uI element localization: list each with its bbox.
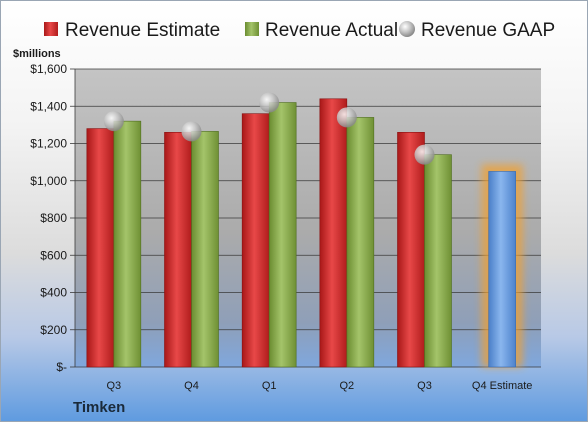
y-tick-label: $1,400 (30, 99, 67, 113)
x-tick-label: Q2 (339, 380, 354, 392)
y-axis-ticks: $- $200 $400 $600 $800 $1,000 $1,200 $1,400 $1,6… (30, 62, 75, 374)
marker-revenue-gaap (181, 121, 202, 142)
y-tick-label: $1,000 (30, 174, 67, 188)
legend-label-revenue-actual: Revenue Actual (265, 20, 398, 41)
bar-revenue-actual (346, 117, 375, 368)
y-tick-label: $- (56, 360, 67, 374)
bar-revenue-actual (191, 131, 219, 368)
x-tick-label: Q3 (417, 380, 432, 392)
x-axis-labels: Q3 Q4 Q1 Q2 Q3 Q4 Estimate (106, 380, 532, 392)
x-tick-label: Q3 (106, 380, 121, 392)
bar-revenue-estimate (319, 98, 348, 368)
legend-swatch-revenue-estimate (44, 22, 58, 36)
y-tick-label: $400 (40, 286, 67, 300)
marker-revenue-gaap (414, 144, 435, 165)
marker-revenue-gaap (103, 111, 124, 132)
y-tick-label: $1,600 (30, 62, 67, 76)
y-axis-unit-label: $millions (13, 48, 61, 60)
bar-marks (86, 98, 523, 368)
bar-revenue-estimate-forecast (488, 171, 516, 368)
legend-swatch-revenue-actual (245, 22, 259, 36)
legend-label-revenue-gaap: Revenue GAAP (421, 20, 555, 41)
bar-revenue-estimate (164, 132, 192, 368)
y-tick-label: $200 (40, 323, 67, 337)
marker-revenue-gaap (336, 107, 357, 128)
legend-label-revenue-estimate: Revenue Estimate (65, 20, 220, 41)
bar-revenue-actual (424, 154, 452, 368)
bar-revenue-estimate (241, 113, 270, 368)
marker-revenue-gaap (259, 92, 280, 113)
bar-revenue-actual (113, 120, 142, 368)
y-tick-label: $800 (40, 211, 67, 225)
bar-revenue-estimate (86, 128, 115, 368)
gaap-markers (103, 92, 435, 165)
company-name: Timken (73, 399, 126, 416)
x-tick-label: Q1 (262, 380, 277, 392)
bar-revenue-actual (268, 102, 297, 368)
x-tick-label: Q4 Estimate (472, 380, 533, 392)
y-tick-label: $600 (40, 248, 67, 262)
bar-revenue-estimate (397, 132, 425, 368)
x-tick-label: Q4 (184, 380, 199, 392)
y-tick-label: $1,200 (30, 137, 67, 151)
legend: Revenue Estimate Revenue Actual Revenue … (44, 20, 555, 41)
legend-swatch-revenue-gaap (399, 21, 415, 37)
